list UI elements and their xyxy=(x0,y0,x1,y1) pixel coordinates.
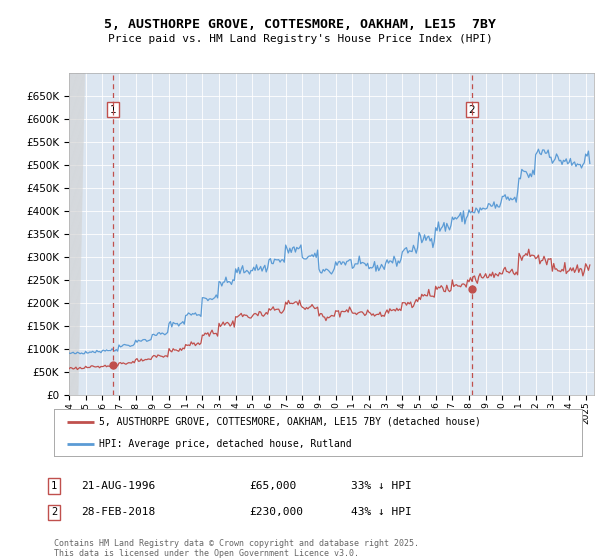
Text: 2: 2 xyxy=(469,105,475,115)
Text: £65,000: £65,000 xyxy=(249,481,296,491)
Text: 33% ↓ HPI: 33% ↓ HPI xyxy=(351,481,412,491)
Text: 28-FEB-2018: 28-FEB-2018 xyxy=(81,507,155,517)
Text: 21-AUG-1996: 21-AUG-1996 xyxy=(81,481,155,491)
Text: Contains HM Land Registry data © Crown copyright and database right 2025.
This d: Contains HM Land Registry data © Crown c… xyxy=(54,539,419,558)
Text: 2: 2 xyxy=(51,507,57,517)
Text: Price paid vs. HM Land Registry's House Price Index (HPI): Price paid vs. HM Land Registry's House … xyxy=(107,34,493,44)
Text: HPI: Average price, detached house, Rutland: HPI: Average price, detached house, Rutl… xyxy=(99,438,352,449)
Text: 1: 1 xyxy=(51,481,57,491)
Text: 43% ↓ HPI: 43% ↓ HPI xyxy=(351,507,412,517)
Text: 1: 1 xyxy=(110,105,116,115)
Text: 5, AUSTHORPE GROVE, COTTESMORE, OAKHAM, LE15 7BY (detached house): 5, AUSTHORPE GROVE, COTTESMORE, OAKHAM, … xyxy=(99,417,481,427)
Text: 5, AUSTHORPE GROVE, COTTESMORE, OAKHAM, LE15  7BY: 5, AUSTHORPE GROVE, COTTESMORE, OAKHAM, … xyxy=(104,17,496,31)
Text: £230,000: £230,000 xyxy=(249,507,303,517)
